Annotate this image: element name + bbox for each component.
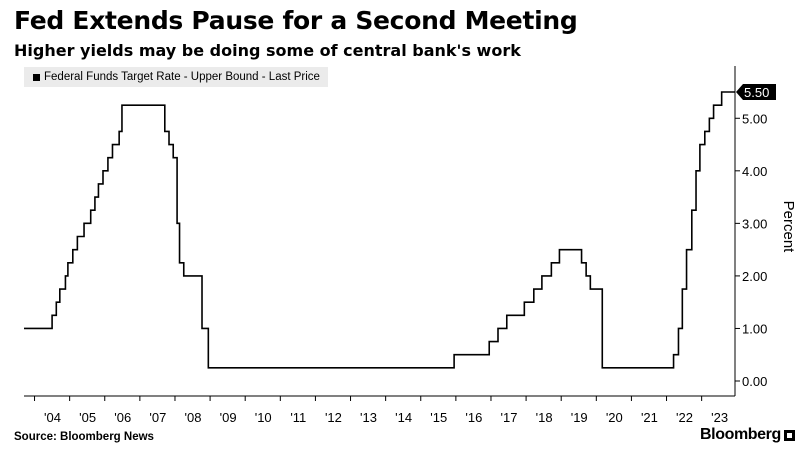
series-line [24,91,735,369]
x-tick-label: '10 [255,410,272,425]
brand-name: Bloomberg [700,426,781,443]
x-tick-label: '05 [79,410,96,425]
x-tick-label: '04 [44,410,61,425]
y-tick-label: 5.00 [742,111,767,126]
x-tick-label: '13 [360,410,377,425]
y-tick-label: 2.00 [742,269,767,284]
y-tick-label: 0.00 [742,374,767,389]
plot-frame [24,66,736,397]
bloomberg-logo: Bloomberg [700,426,795,444]
chart-subtitle: Higher yields may be doing some of centr… [14,41,521,60]
x-tick-label: '06 [114,410,131,425]
y-tick-label: 3.00 [742,216,767,231]
x-tick-label: '18 [536,410,553,425]
y-tick-label: 1.00 [742,321,767,336]
x-tick-label: '09 [220,410,237,425]
y-tick-label: 4.00 [742,164,767,179]
x-tick-label: '15 [430,410,447,425]
x-tick-label: '14 [395,410,412,425]
last-price-label: 5.50 [744,85,769,100]
x-tick-label: '07 [149,410,166,425]
x-tick-label: '21 [641,410,658,425]
x-tick-label: '12 [325,410,342,425]
last-price-badge: 5.50 [736,84,776,100]
legend-label: Federal Funds Target Rate - Upper Bound … [44,71,320,83]
source-note: Source: Bloomberg News [14,431,154,443]
x-axis: '04 '05 '06 '07 '08 '09 '10 '11 '12 '13 '14 '15 '16 '… [34,396,728,425]
x-tick-label: '23 [711,410,728,425]
y-axis: 0.00 1.00 2.00 3.00 4.00 5.00 [735,111,767,389]
bloomberg-logo-icon [783,429,795,441]
last-price-badge-shape [736,84,776,100]
x-tick-label: '17 [501,410,518,425]
legend: Federal Funds Target Rate - Upper Bound … [24,67,328,87]
x-tick-label: '08 [185,410,202,425]
y-axis-label: Percent [780,201,797,254]
x-tick-label: '20 [606,410,623,425]
x-tick-label: '11 [290,410,306,425]
legend-swatch [33,73,40,81]
chart-title: Fed Extends Pause for a Second Meeting [14,6,578,35]
x-tick-label: '19 [571,410,588,425]
x-tick-label: '16 [465,410,482,425]
x-tick-label: '22 [676,410,693,425]
